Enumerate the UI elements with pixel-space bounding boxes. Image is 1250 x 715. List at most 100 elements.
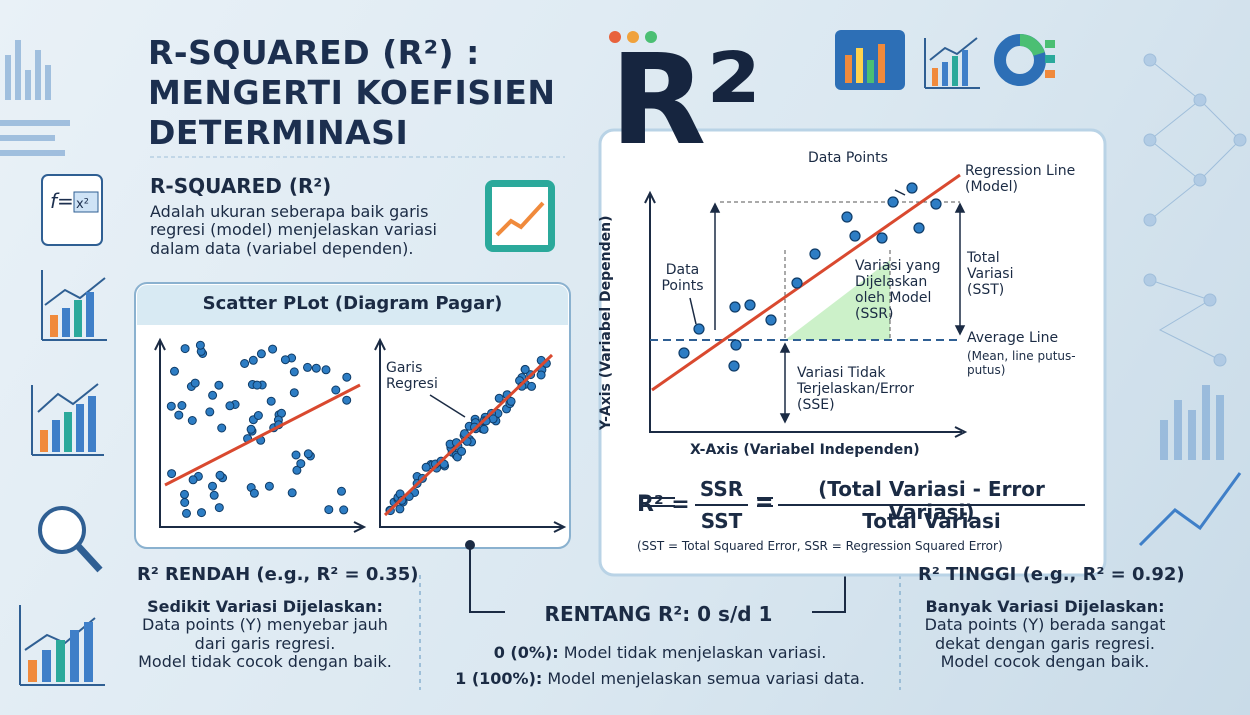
illustration-dot xyxy=(252,380,262,390)
low-text: Sedikit Variasi Dijelaskan: Data points … xyxy=(110,597,420,672)
illustration-dot xyxy=(167,469,177,479)
illustration-dot xyxy=(337,486,346,496)
illustration-dot xyxy=(324,505,334,515)
range-heading: RENTANG R²: 0 s/d 1 xyxy=(544,602,773,626)
illustration-dot xyxy=(506,396,516,406)
formula-eq: = xyxy=(755,490,774,515)
illustration-dot xyxy=(280,355,290,365)
low-line: dari garis regresi. xyxy=(194,633,336,653)
illustration-dot xyxy=(268,344,278,354)
illustration-dot xyxy=(339,505,349,515)
y-axis-label: Y-Axis (Variabel Dependen) xyxy=(598,215,614,431)
formula-den: Total Variasi xyxy=(862,509,1001,533)
label-sst: Total Variasi (SST) xyxy=(967,250,1014,299)
illustration-dot xyxy=(289,367,299,377)
illustration-dot xyxy=(296,459,306,469)
range-text: Model menjelaskan semua variasi data. xyxy=(547,668,865,688)
x-axis-label: X-Axis (Variabel Independen) xyxy=(690,442,920,458)
illustration-dot xyxy=(187,416,197,425)
illustration-dot xyxy=(536,370,546,380)
range-items: 0 (0%): Model tidak menjelaskan variasi.… xyxy=(430,640,890,691)
label-sse: Variasi Tidak Terjelaskan/Error (SSE) xyxy=(797,365,914,414)
range-text: Model tidak menjelaskan variasi. xyxy=(563,643,827,662)
illustration-dot xyxy=(342,395,352,405)
illustration-dot xyxy=(520,365,530,374)
definition-text: Adalah ukuran seberapa baik garis regres… xyxy=(150,202,437,258)
illustration-dot xyxy=(266,396,276,406)
label-data-points: Data Points xyxy=(808,150,888,166)
formula-lhs: R² = xyxy=(637,492,690,517)
illustration-dot xyxy=(180,344,190,354)
illustration-dot xyxy=(264,481,274,491)
high-text: Banyak Variasi Dijelaskan: Data points (… xyxy=(900,597,1190,672)
illustration-dot xyxy=(166,401,176,411)
range-item: 0 (0%): Model tidak menjelaskan variasi. xyxy=(430,640,890,666)
illustration-dot xyxy=(205,407,215,417)
range-label: 1 (100%): xyxy=(455,668,543,688)
title-line: MENGERTI KOEFISIEN xyxy=(148,73,556,112)
label-ssr: Variasi yang Dijelaskan oleh Model (SSR) xyxy=(855,258,941,323)
illustration-dot xyxy=(174,410,184,420)
illustration-dot xyxy=(342,372,352,382)
high-line: Data points (Y) berada sangat xyxy=(924,615,1166,635)
illustration-dot xyxy=(188,475,198,485)
illustration-dot xyxy=(249,488,259,498)
low-heading: R² RENDAH (e.g., R² = 0.35) xyxy=(137,564,419,585)
illustration-dot xyxy=(195,340,205,350)
scatter-title: Scatter PLot (Diagram Pagar) xyxy=(202,293,503,314)
label-average-line: Average Line xyxy=(967,330,1059,346)
range-label: 0 (0%): xyxy=(493,643,559,662)
high-line: dekat dengan garis regresi. xyxy=(934,633,1156,653)
illustration-dot xyxy=(225,401,235,411)
formula-den: SST xyxy=(700,509,743,533)
illustration-dot xyxy=(190,378,200,388)
illustration-dot xyxy=(177,401,187,410)
title-line: DETERMINASI xyxy=(148,113,409,152)
svg-text:f=: f= xyxy=(50,189,74,213)
illustration-dot xyxy=(217,423,227,433)
title-line: R-SQUARED (R²) : xyxy=(148,33,480,72)
low-subheading: Sedikit Variasi Dijelaskan: xyxy=(147,597,383,616)
illustration-dot xyxy=(303,449,313,459)
illustration-dot xyxy=(214,380,224,390)
illustration-dot xyxy=(182,508,191,518)
illustration-dot xyxy=(292,465,302,475)
illustration-dot xyxy=(287,488,297,498)
label-average-note: (Mean, line putus-putus) xyxy=(967,349,1076,377)
scatter-annotation: Garis Regresi xyxy=(386,360,438,393)
r2-logo: R² xyxy=(610,28,762,173)
illustration-dot xyxy=(289,388,299,398)
high-subheading: Banyak Variasi Dijelaskan: xyxy=(925,597,1165,616)
high-heading: R² TINGGI (e.g., R² = 0.92) xyxy=(918,564,1185,585)
illustration-dot xyxy=(479,424,489,434)
illustration-dot xyxy=(527,381,537,391)
label-data-points: Data Points xyxy=(661,262,704,295)
title: R-SQUARED (R²) : MENGERTI KOEFISIEN DETE… xyxy=(148,34,556,154)
illustration-dot xyxy=(170,366,179,376)
range-item: 1 (100%): Model menjelaskan semua varias… xyxy=(430,666,890,692)
illustration-dot xyxy=(214,503,224,513)
illustration-dot xyxy=(311,363,321,373)
definition-heading: R-SQUARED (R²) xyxy=(150,174,332,198)
illustration-dot xyxy=(246,424,256,434)
illustration-dot xyxy=(331,385,341,395)
svg-text:x²: x² xyxy=(76,197,89,212)
illustration-dot xyxy=(248,355,258,365)
formula-num: (Total Variasi - Error Variasi) xyxy=(818,477,1045,524)
illustration-dot xyxy=(197,508,206,518)
illustration-dot xyxy=(256,349,266,359)
high-line: Model cocok dengan baik. xyxy=(940,652,1150,672)
illustration-dot xyxy=(421,462,431,472)
formula-note: (SST = Total Squared Error, SSR = Regres… xyxy=(637,539,1003,553)
illustration-dot xyxy=(494,393,504,403)
low-line: Model tidak cocok dengan baik. xyxy=(138,652,392,672)
illustration-dot xyxy=(180,498,190,507)
illustration-dot xyxy=(321,365,331,375)
illustration-dot xyxy=(457,446,467,456)
illustration-dot xyxy=(291,450,301,460)
illustration-dot xyxy=(208,390,218,400)
label-regression-line: Regression Line (Model) xyxy=(965,163,1076,196)
illustration-dot xyxy=(240,359,250,368)
